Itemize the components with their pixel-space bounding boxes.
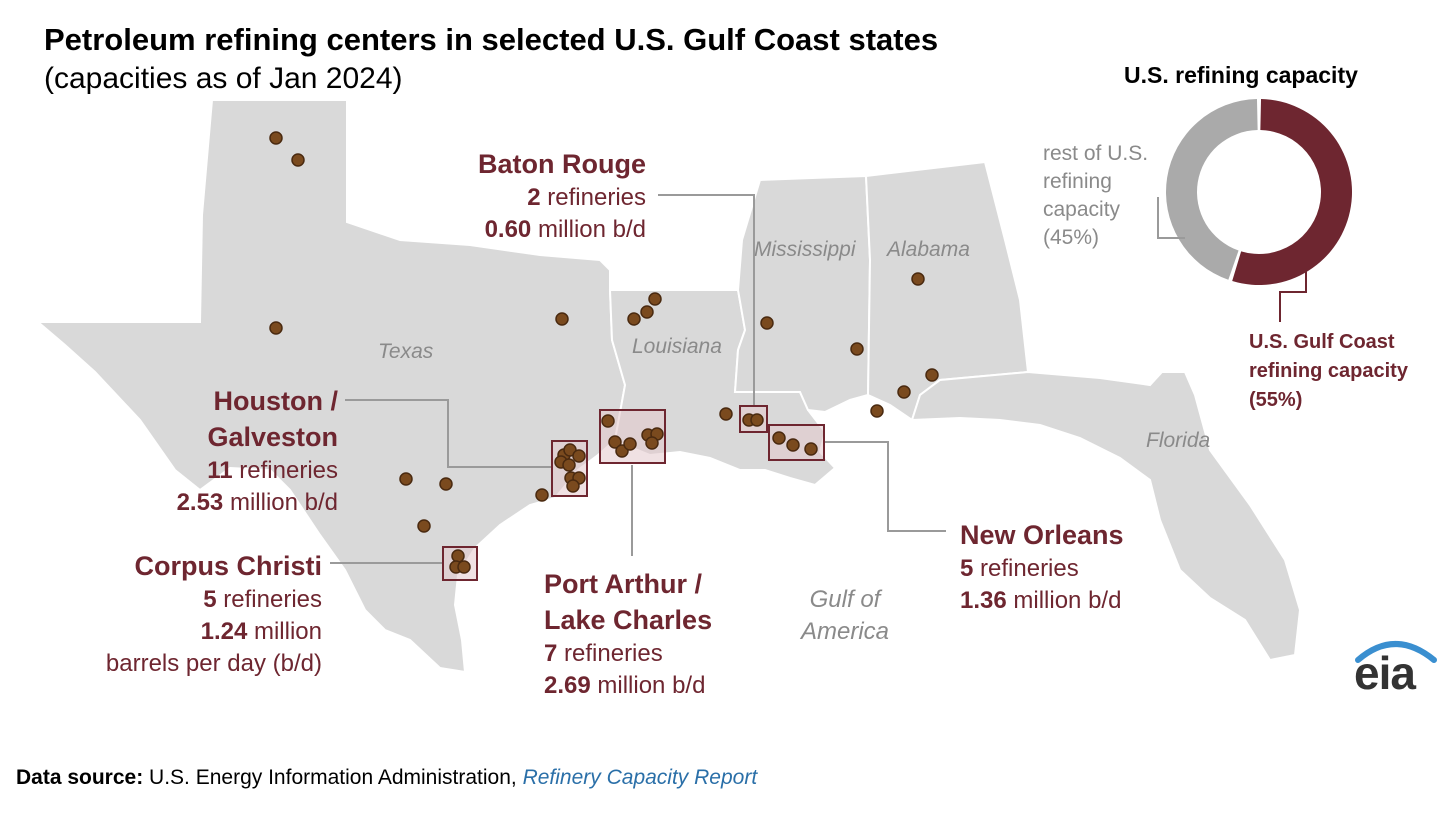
baton-rouge-capacity: 0.60 million b/d (484, 216, 646, 243)
refinery-dot (439, 477, 453, 491)
water-label-gulf: Gulf of America (795, 584, 895, 648)
page-title: Petroleum refining centers in selected U… (44, 22, 939, 57)
donut-rest-line4: (45%) (1043, 226, 1100, 249)
port-arthur-capacity: 2.69 million b/d (544, 672, 706, 699)
donut-rest-line2: refining (1043, 170, 1112, 193)
refinery-dot (608, 435, 622, 449)
donut-gulf-line1: U.S. Gulf Coast (1249, 331, 1395, 353)
new-orleans-capacity: 1.36 million b/d (960, 587, 1122, 614)
data-source: Data source: U.S. Energy Information Adm… (16, 766, 757, 790)
texas-shape (35, 99, 627, 674)
donut-gulf-line3: (55%) (1249, 389, 1303, 411)
refinery-dot (645, 436, 659, 450)
refinery-dot (627, 312, 641, 326)
donut-slice-gulf-coast (1232, 99, 1352, 286)
data-source-text: U.S. Energy Information Administration, (143, 766, 523, 789)
houston-name-line1: Houston / (213, 386, 338, 416)
port-arthur-count: 7 refineries (544, 640, 663, 667)
houston-name-line2: Galveston (207, 422, 338, 452)
refinery-dot (640, 305, 654, 319)
state-label-florida: Florida (1146, 429, 1211, 452)
center-label-new-orleans: New Orleans 5 refineries 1.36 million b/… (960, 517, 1124, 617)
florida-shape (910, 370, 1302, 662)
refinery-dot (535, 488, 549, 502)
water-label-line2: America (800, 618, 890, 645)
center-label-houston: Houston / Galveston 11 refineries 2.53 m… (118, 383, 338, 519)
donut-rest-line3: capacity (1043, 198, 1121, 221)
refinery-dot (417, 519, 431, 533)
refinery-dot (750, 413, 764, 427)
port-arthur-name-line1: Port Arthur / (544, 569, 702, 599)
refinery-dot (555, 312, 569, 326)
state-label-mississippi: Mississippi (754, 238, 856, 261)
houston-capacity: 2.53 million b/d (176, 489, 338, 516)
corpus-christi-count: 5 refineries (203, 586, 322, 613)
refinery-dot (457, 560, 471, 574)
center-label-corpus-christi: Corpus Christi 5 refineries 1.24 million… (60, 548, 322, 680)
center-label-baton-rouge: Baton Rouge 2 refineries 0.60 million b/… (440, 146, 646, 246)
refinery-dot (925, 368, 939, 382)
donut-gulf-leader (1279, 264, 1307, 322)
baton-rouge-name: Baton Rouge (478, 149, 646, 179)
mississippi-shape (733, 174, 872, 414)
water-label-line1: Gulf of (809, 586, 881, 613)
refinery-dot (623, 437, 637, 451)
data-source-label: Data source: (16, 766, 144, 789)
baton-rouge-count: 2 refineries (527, 184, 646, 211)
refinery-dot (451, 549, 465, 563)
refinery-dot (291, 153, 305, 167)
new-orleans-leader (825, 441, 946, 532)
refinery-dot (572, 449, 586, 463)
refinery-dot (760, 316, 774, 330)
state-label-alabama: Alabama (887, 238, 970, 261)
donut-slice-rest-of-us (1166, 99, 1258, 280)
houston-count: 11 refineries (207, 457, 338, 484)
state-label-texas: Texas (378, 340, 434, 363)
refinery-dot (897, 385, 911, 399)
state-label-louisiana: Louisiana (632, 335, 722, 358)
donut-title: U.S. refining capacity (1124, 62, 1358, 88)
houston-leader (345, 399, 553, 468)
refinery-dot (566, 479, 580, 493)
refinery-dot (269, 321, 283, 335)
donut-rest-line1: rest of U.S. (1043, 142, 1149, 165)
new-orleans-name: New Orleans (960, 520, 1124, 550)
corpus-christi-capacity: 1.24 million (200, 618, 322, 645)
page-subtitle: (capacities as of Jan 2024) (44, 62, 403, 95)
eia-logo-arc (1355, 641, 1437, 663)
refinery-dot (786, 438, 800, 452)
refinery-dot (399, 472, 413, 486)
refinery-dot (850, 342, 864, 356)
refinery-dot (870, 404, 884, 418)
new-orleans-count: 5 refineries (960, 555, 1079, 582)
refinery-dot (804, 442, 818, 456)
baton-rouge-leader (658, 194, 755, 405)
refinery-capacity-report-link[interactable]: Refinery Capacity Report (522, 766, 758, 789)
donut-rest-label: rest of U.S. refining capacity (45%) (1043, 140, 1148, 252)
corpus-christi-name: Corpus Christi (134, 551, 322, 581)
donut-gulf-line2: refining capacity (1249, 360, 1408, 382)
donut-gulf-label: U.S. Gulf Coast refining capacity (55%) (1249, 328, 1408, 415)
refinery-dot (562, 458, 576, 472)
refinery-dot (648, 292, 662, 306)
refining-capacity-donut (1166, 99, 1352, 286)
refinery-dot (719, 407, 733, 421)
port-arthur-name-line2: Lake Charles (544, 605, 713, 635)
refinery-dot (772, 431, 786, 445)
refinery-dot (911, 272, 925, 286)
donut-rest-leader (1157, 197, 1185, 239)
refinery-dot (269, 131, 283, 145)
center-label-port-arthur: Port Arthur / Lake Charles 7 refineries … (544, 566, 712, 702)
corpus-christi-capacity-line2: barrels per day (b/d) (105, 650, 322, 677)
refinery-dot (601, 414, 615, 428)
eia-logo: eia (1354, 647, 1416, 699)
